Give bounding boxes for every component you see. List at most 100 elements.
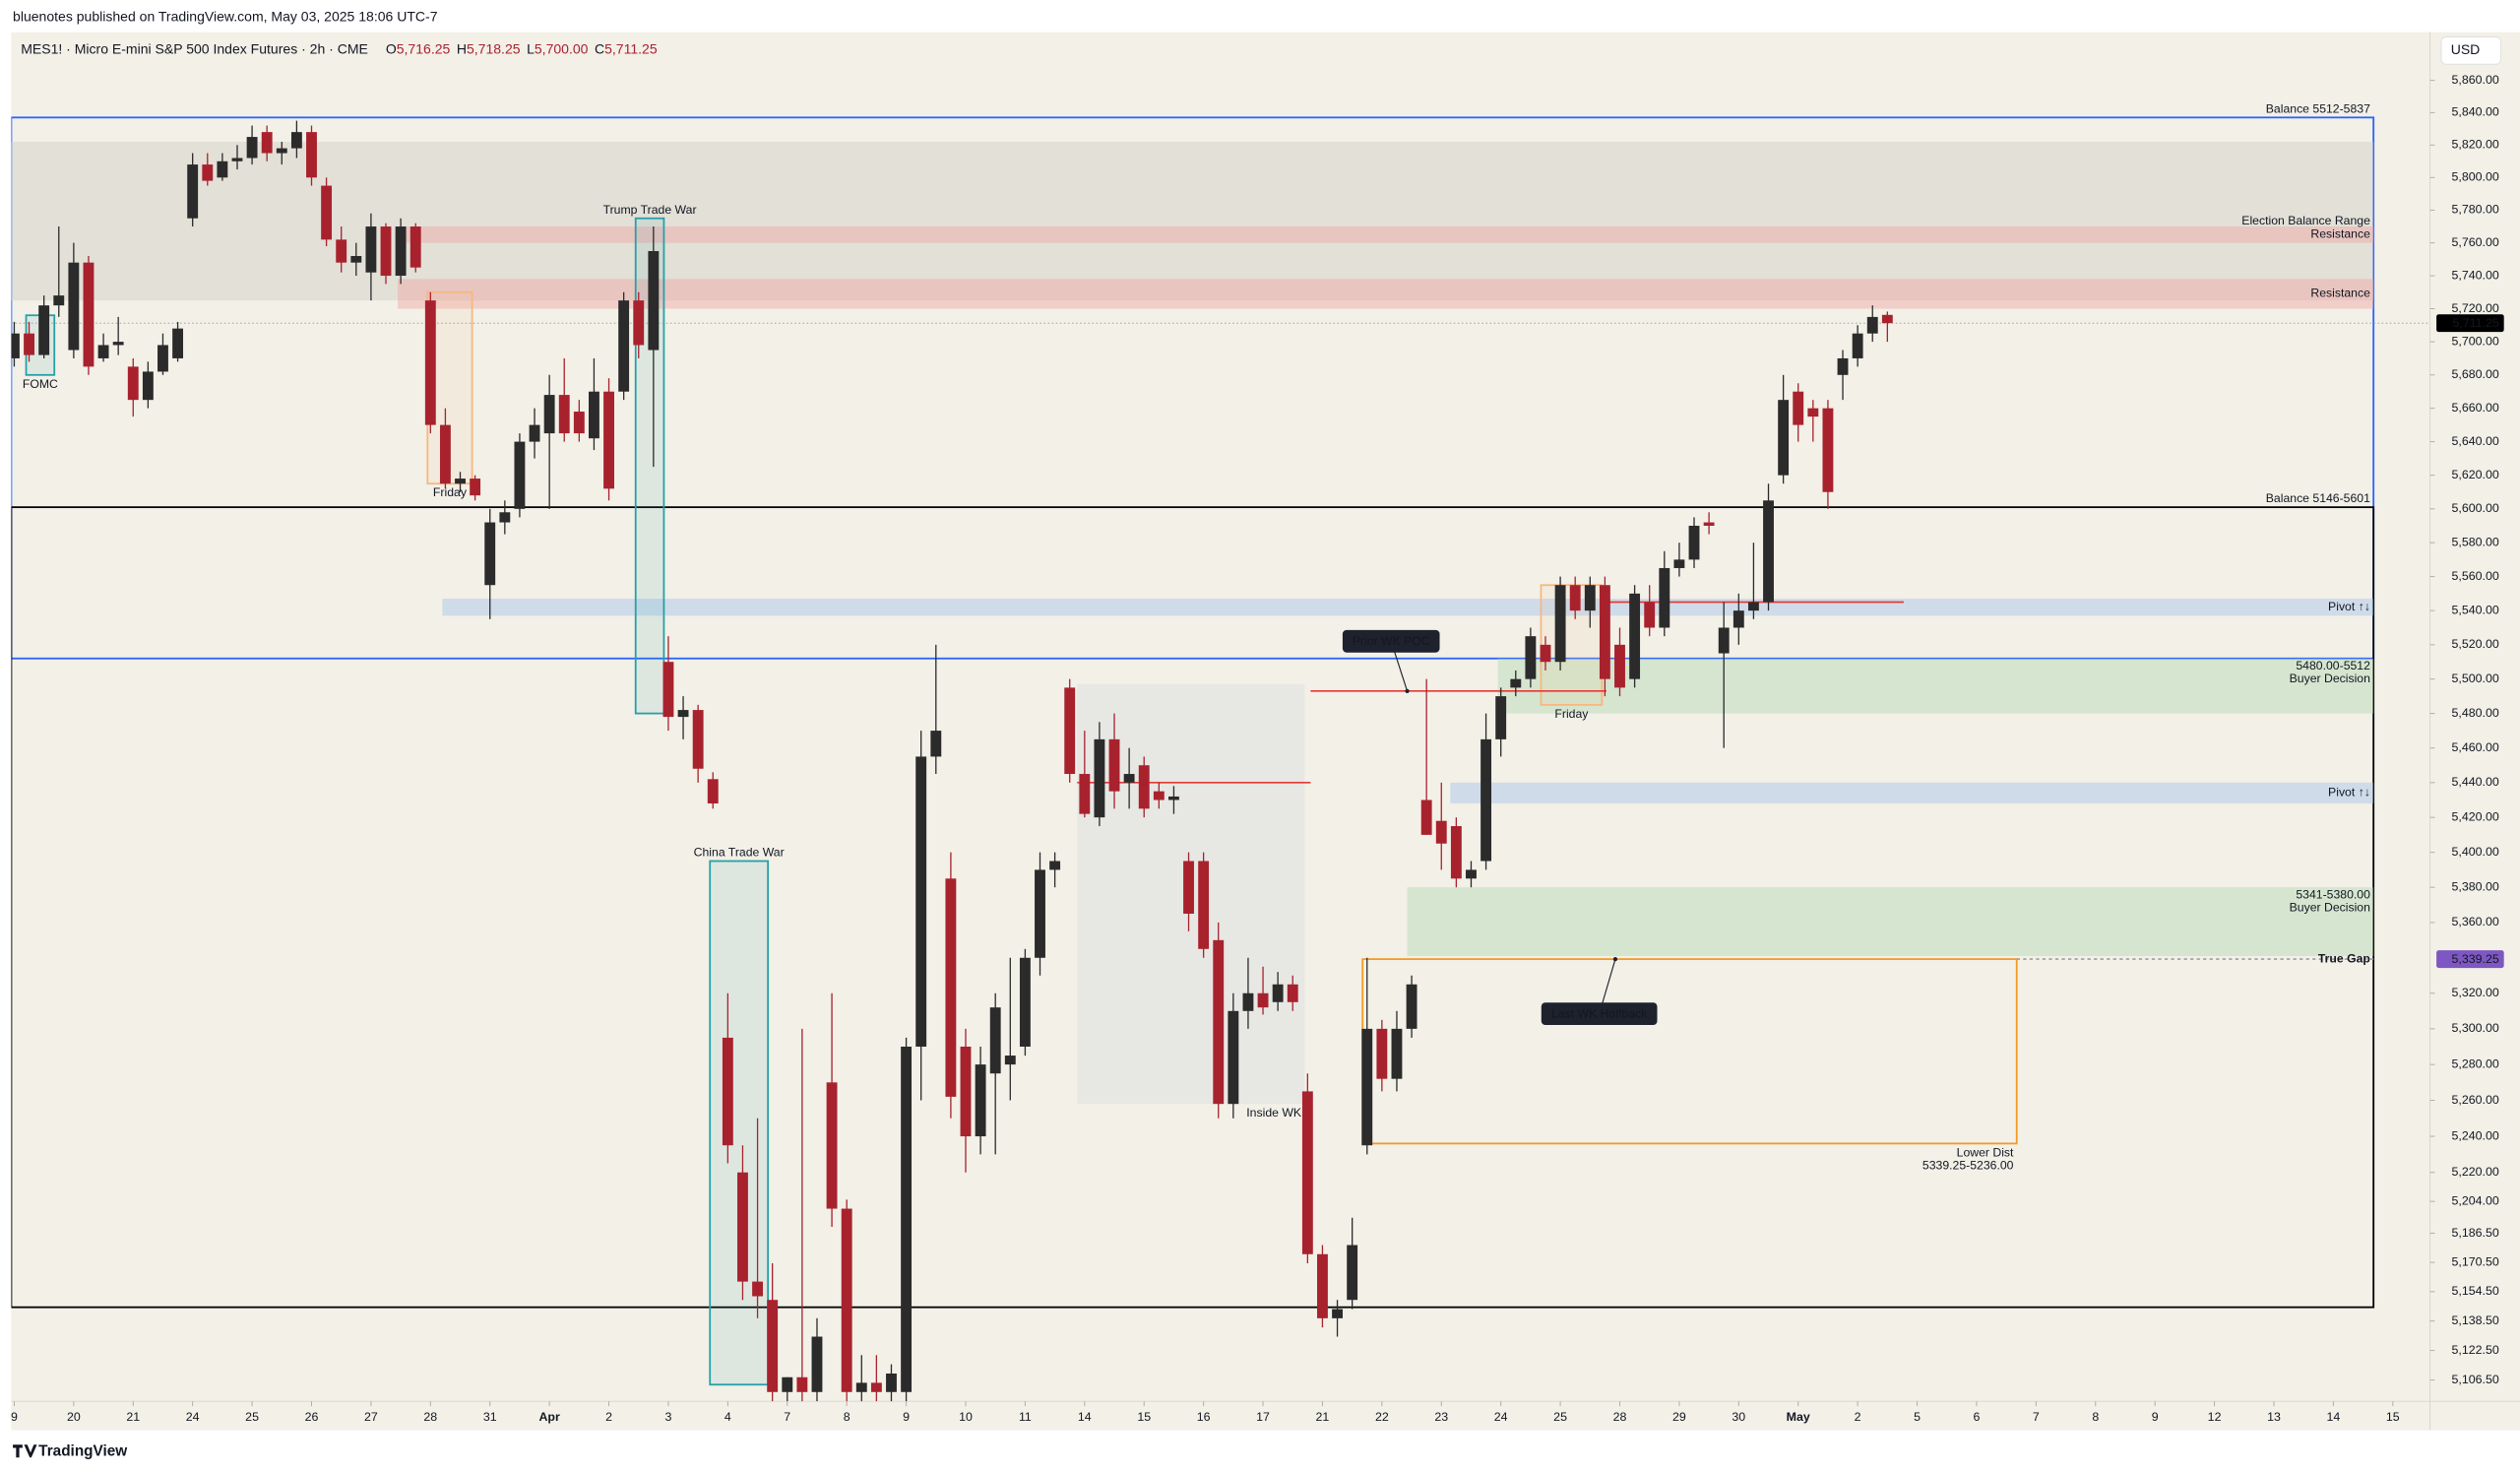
y-tick-label: 5,170.50 <box>2452 1254 2499 1268</box>
published-line: bluenotes published on TradingView.com, … <box>13 9 438 25</box>
candle-body <box>276 148 287 154</box>
annotation-label: Friday <box>433 485 468 499</box>
y-tick-label: 5,260.00 <box>2452 1093 2499 1107</box>
y-tick-label: 5,186.50 <box>2452 1226 2499 1240</box>
brand-name: TradingView <box>38 1443 127 1460</box>
y-tick-label: 5,360.00 <box>2452 915 2499 928</box>
x-tick-label: 8 <box>844 1410 850 1424</box>
x-tick-label: 12 <box>2208 1410 2222 1424</box>
candle-body <box>158 345 168 372</box>
candle-body <box>603 391 614 489</box>
candle-body <box>1228 1010 1239 1105</box>
x-tick-label: 15 <box>2386 1410 2400 1424</box>
candle-body <box>53 295 65 306</box>
ohlc-value: 5,716.25 <box>397 40 451 56</box>
y-tick-label: 5,106.50 <box>2452 1373 2499 1386</box>
y-tick-label: 5,320.00 <box>2452 986 2499 999</box>
y-tick-label: 5,520.00 <box>2452 637 2499 651</box>
y-tick-label: 5,300.00 <box>2452 1021 2499 1035</box>
y-tick-label: 5,840.00 <box>2452 105 2499 119</box>
candle-body <box>1391 1028 1403 1079</box>
candle-body <box>1435 820 1447 844</box>
candle-body <box>1004 1056 1016 1065</box>
candle-body <box>1763 500 1774 603</box>
annotation-label: Pivot ↑↓ <box>2328 600 2370 613</box>
candle-body <box>558 395 570 434</box>
currency-button[interactable] <box>2440 36 2501 65</box>
candle-body <box>529 424 540 442</box>
candle-body <box>1035 869 1045 958</box>
x-tick-label: May <box>1787 1410 1810 1424</box>
x-tick-label: 26 <box>305 1410 319 1424</box>
candle-body <box>1123 774 1135 783</box>
x-tick-label: Apr <box>538 1410 560 1424</box>
x-tick-label: 25 <box>1553 1410 1567 1424</box>
candle-body <box>350 256 362 263</box>
candle-body <box>1272 984 1284 1002</box>
candle-body <box>127 366 139 401</box>
x-tick-label: 14 <box>2327 1410 2341 1424</box>
candle-body <box>1852 333 1863 358</box>
candle-body <box>455 479 466 484</box>
candle-body <box>380 226 392 277</box>
ohlc-key: L <box>527 40 535 56</box>
candle-body <box>1599 585 1610 679</box>
candle-body <box>1198 861 1210 949</box>
candle-body <box>1554 585 1566 663</box>
candle-body <box>722 1037 733 1146</box>
candle-body <box>589 391 599 439</box>
candle-body <box>543 395 555 434</box>
price-tag-label: 5,711.25 <box>2452 316 2498 330</box>
x-tick-label: 25 <box>245 1410 259 1424</box>
candle-body <box>1108 738 1120 792</box>
candle-body <box>662 662 674 718</box>
candle-body <box>811 1336 823 1392</box>
candle-body <box>1673 559 1685 568</box>
annotation-label: Resistance <box>2310 287 2370 300</box>
candle-body <box>1584 585 1596 611</box>
x-tick-label: 6 <box>1973 1410 1980 1424</box>
callout-anchor <box>1612 956 1618 962</box>
zone <box>11 506 2375 1309</box>
y-tick-label: 5,154.50 <box>2452 1284 2499 1298</box>
candle-body <box>1866 316 1878 334</box>
candle-body <box>306 132 317 178</box>
candle-body <box>1064 687 1076 775</box>
brand-logo <box>13 1444 37 1458</box>
candle-body <box>514 441 526 509</box>
callout-box <box>1342 629 1440 653</box>
candle-body <box>1525 636 1537 679</box>
candle-body <box>11 333 20 358</box>
x-tick-label: 14 <box>1078 1410 1092 1424</box>
candle-body <box>1778 400 1790 476</box>
candle-body <box>1659 567 1670 628</box>
x-tick-label: 7 <box>784 1410 790 1424</box>
candle-body <box>365 226 377 273</box>
candle-body <box>202 164 214 181</box>
candle-body <box>246 137 258 159</box>
candle-body <box>172 328 184 358</box>
candle-body <box>692 710 704 769</box>
ohlc-value: 5,718.25 <box>467 40 521 56</box>
candle-body <box>648 251 660 351</box>
candle-body <box>24 333 34 355</box>
x-tick-label: 27 <box>364 1410 378 1424</box>
candle-body <box>752 1281 764 1297</box>
x-tick-label: 22 <box>1375 1410 1389 1424</box>
zone <box>11 116 2375 660</box>
x-tick-label: 28 <box>1613 1410 1627 1424</box>
candle-body <box>1837 357 1849 375</box>
candle-body <box>737 1172 748 1282</box>
annotation-label: True Gap <box>2318 951 2370 965</box>
y-tick-label: 5,760.00 <box>2452 235 2499 249</box>
candle-body <box>1703 522 1715 526</box>
symbol-title: MES1! · Micro E-mini S&P 500 Index Futur… <box>21 40 368 56</box>
annotation-label: 5341-5380.00 <box>2296 888 2370 902</box>
candle-body <box>484 522 496 586</box>
x-tick-label: 9 <box>2152 1410 2159 1424</box>
annotation-label: 5339.25-5236.00 <box>1922 1158 2014 1172</box>
y-tick-label: 5,380.00 <box>2452 879 2499 893</box>
y-tick-label: 5,600.00 <box>2452 501 2499 515</box>
candle-body <box>1466 869 1477 879</box>
